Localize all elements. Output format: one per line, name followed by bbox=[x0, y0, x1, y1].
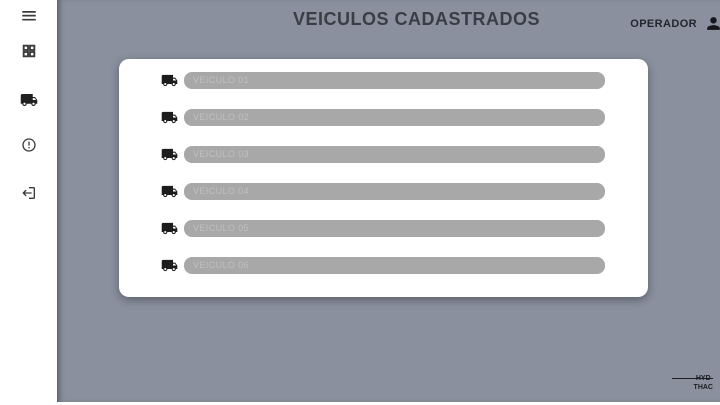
main-content: VEICULOS CADASTRADOS OPERADOR VEICULO 01… bbox=[57, 0, 720, 402]
truck-icon bbox=[161, 220, 178, 237]
vehicle-row: VEICULO 02 bbox=[161, 109, 605, 126]
truck-icon bbox=[161, 146, 178, 163]
alert-circle-icon bbox=[21, 137, 37, 153]
user-menu[interactable]: OPERADOR bbox=[630, 14, 720, 33]
truck-icon bbox=[20, 91, 38, 109]
vehicle-card: VEICULO 01 VEICULO 02 VEICULO 03 VEICULO… bbox=[119, 59, 648, 297]
brand-watermark: HYD THAC bbox=[671, 375, 713, 392]
vehicle-row: VEICULO 05 bbox=[161, 220, 605, 237]
hamburger-icon bbox=[20, 7, 38, 25]
watermark-strike-line bbox=[671, 378, 713, 380]
sidebar-item-dashboard[interactable] bbox=[18, 40, 39, 61]
vehicle-row: VEICULO 04 bbox=[161, 183, 605, 200]
vehicle-button[interactable]: VEICULO 02 bbox=[184, 109, 605, 126]
page-title: VEICULOS CADASTRADOS bbox=[292, 9, 540, 29]
sidebar-item-alerts[interactable] bbox=[18, 134, 39, 155]
grid-icon bbox=[21, 43, 37, 59]
watermark-line2: THAC bbox=[693, 383, 713, 391]
vehicle-button[interactable]: VEICULO 05 bbox=[184, 220, 605, 237]
truck-icon bbox=[161, 72, 178, 89]
vehicle-row: VEICULO 06 bbox=[161, 257, 605, 274]
vehicle-button[interactable]: VEICULO 03 bbox=[184, 146, 605, 163]
user-label: OPERADOR bbox=[630, 17, 697, 30]
truck-icon bbox=[161, 257, 178, 274]
sidebar-item-vehicles[interactable] bbox=[18, 89, 39, 110]
vehicle-button[interactable]: VEICULO 06 bbox=[184, 257, 605, 274]
sidebar-item-logout[interactable] bbox=[18, 182, 39, 203]
menu-button[interactable] bbox=[18, 5, 39, 26]
truck-icon bbox=[161, 109, 178, 126]
vehicle-row: VEICULO 01 bbox=[161, 72, 605, 89]
logout-icon bbox=[21, 185, 37, 201]
truck-icon bbox=[161, 183, 178, 200]
vehicle-row: VEICULO 03 bbox=[161, 146, 605, 163]
person-icon bbox=[704, 14, 720, 33]
vehicle-button[interactable]: VEICULO 04 bbox=[184, 183, 605, 200]
sidebar bbox=[0, 0, 57, 405]
vehicle-button[interactable]: VEICULO 01 bbox=[184, 72, 605, 89]
